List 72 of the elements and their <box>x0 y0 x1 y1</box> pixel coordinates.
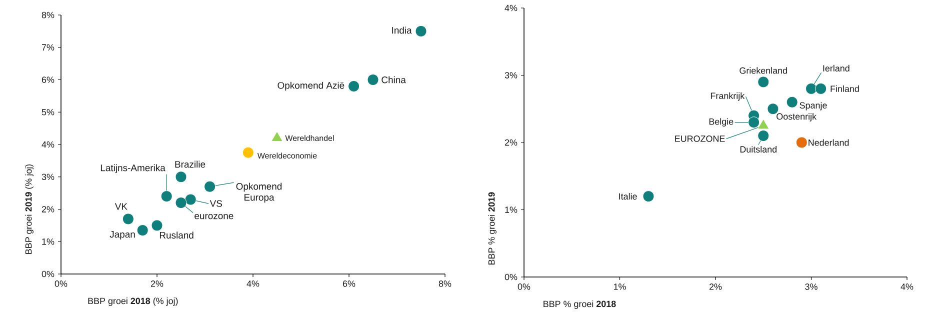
annotation: Griekenland <box>740 67 787 74</box>
annotation: Italie <box>619 193 637 200</box>
annotation: Brazilie <box>175 160 206 168</box>
point <box>271 131 283 142</box>
point <box>367 74 379 86</box>
annotation: Opkomend Europa <box>236 182 282 203</box>
x-tick-label: 8% <box>438 280 452 287</box>
x-tick-label: 2% <box>709 284 722 290</box>
y-tick-label: 3% <box>504 72 518 78</box>
x-axis-title: BBP % groei 2018 <box>544 300 616 309</box>
y-tick-label: 7% <box>42 44 54 51</box>
x-axis-title: BBP groei 2018 (% joj) <box>88 298 178 306</box>
point <box>796 136 808 148</box>
point <box>160 190 172 202</box>
x-tick-label: 4% <box>246 280 260 287</box>
point <box>786 96 798 108</box>
y-tick-label: 4% <box>504 4 518 12</box>
point <box>767 103 779 115</box>
x-tick-label: 6% <box>342 280 356 287</box>
annotation: Rusland <box>160 232 194 239</box>
point <box>815 82 827 94</box>
y-tick-label: 6% <box>42 76 54 83</box>
x-tick-label: 4% <box>900 284 914 290</box>
annotation: VS <box>210 200 222 207</box>
point <box>151 220 163 232</box>
y-tick-label: 5% <box>42 108 54 116</box>
y-tick-label: 0% <box>42 270 54 278</box>
y-tick-label: 0% <box>504 274 518 280</box>
point <box>415 25 427 37</box>
annotation: Nederland <box>808 139 849 146</box>
point <box>175 197 187 209</box>
y-tick-label: 2% <box>504 139 518 146</box>
y-tick-label: 2% <box>42 206 54 212</box>
annotation: Japan <box>110 231 135 240</box>
x-tick-label: 2% <box>150 280 164 287</box>
point <box>184 194 196 206</box>
point <box>748 116 760 128</box>
x-tick-label: 1% <box>614 284 626 290</box>
annotation: China <box>382 76 406 84</box>
point <box>242 146 254 158</box>
annotation: Ierland <box>823 64 850 72</box>
y-tick-label: 1% <box>42 238 54 245</box>
annotation: India <box>392 26 412 34</box>
point <box>136 224 148 236</box>
point <box>204 180 216 192</box>
annotation: Oostenrijk <box>776 113 817 122</box>
point <box>348 80 360 92</box>
annotation: Belgie <box>709 118 734 126</box>
annotation: Latijns-Amerika <box>100 164 166 174</box>
annotation: Duitsland <box>740 146 776 153</box>
point <box>758 130 770 142</box>
y-tick-label: 3% <box>42 174 54 180</box>
y-tick-label: 8% <box>42 12 54 18</box>
annotation: Opkomend Azië <box>278 82 344 91</box>
x-tick-label: 0% <box>518 284 530 290</box>
y-tick-label: 1% <box>505 206 518 213</box>
point <box>122 213 134 225</box>
annotation: eurozone <box>194 214 234 220</box>
annotation: VK <box>114 203 128 210</box>
point <box>642 190 654 202</box>
x-tick-label: 3% <box>805 284 818 290</box>
y-axis-title: BBP % groei 2019 <box>488 192 496 264</box>
annotation: EUROZONE <box>675 136 725 142</box>
point <box>806 82 818 94</box>
annotation: Spanje <box>800 102 827 110</box>
x-tick-label: 0% <box>54 280 68 287</box>
y-tick-label: 4% <box>42 141 54 148</box>
point <box>175 171 187 183</box>
annotation: Finland <box>830 85 859 92</box>
annotation: Frankrijk <box>710 92 745 101</box>
point <box>758 76 770 88</box>
y-axis-title: BBP groei 2019 (% joj) <box>25 164 34 254</box>
